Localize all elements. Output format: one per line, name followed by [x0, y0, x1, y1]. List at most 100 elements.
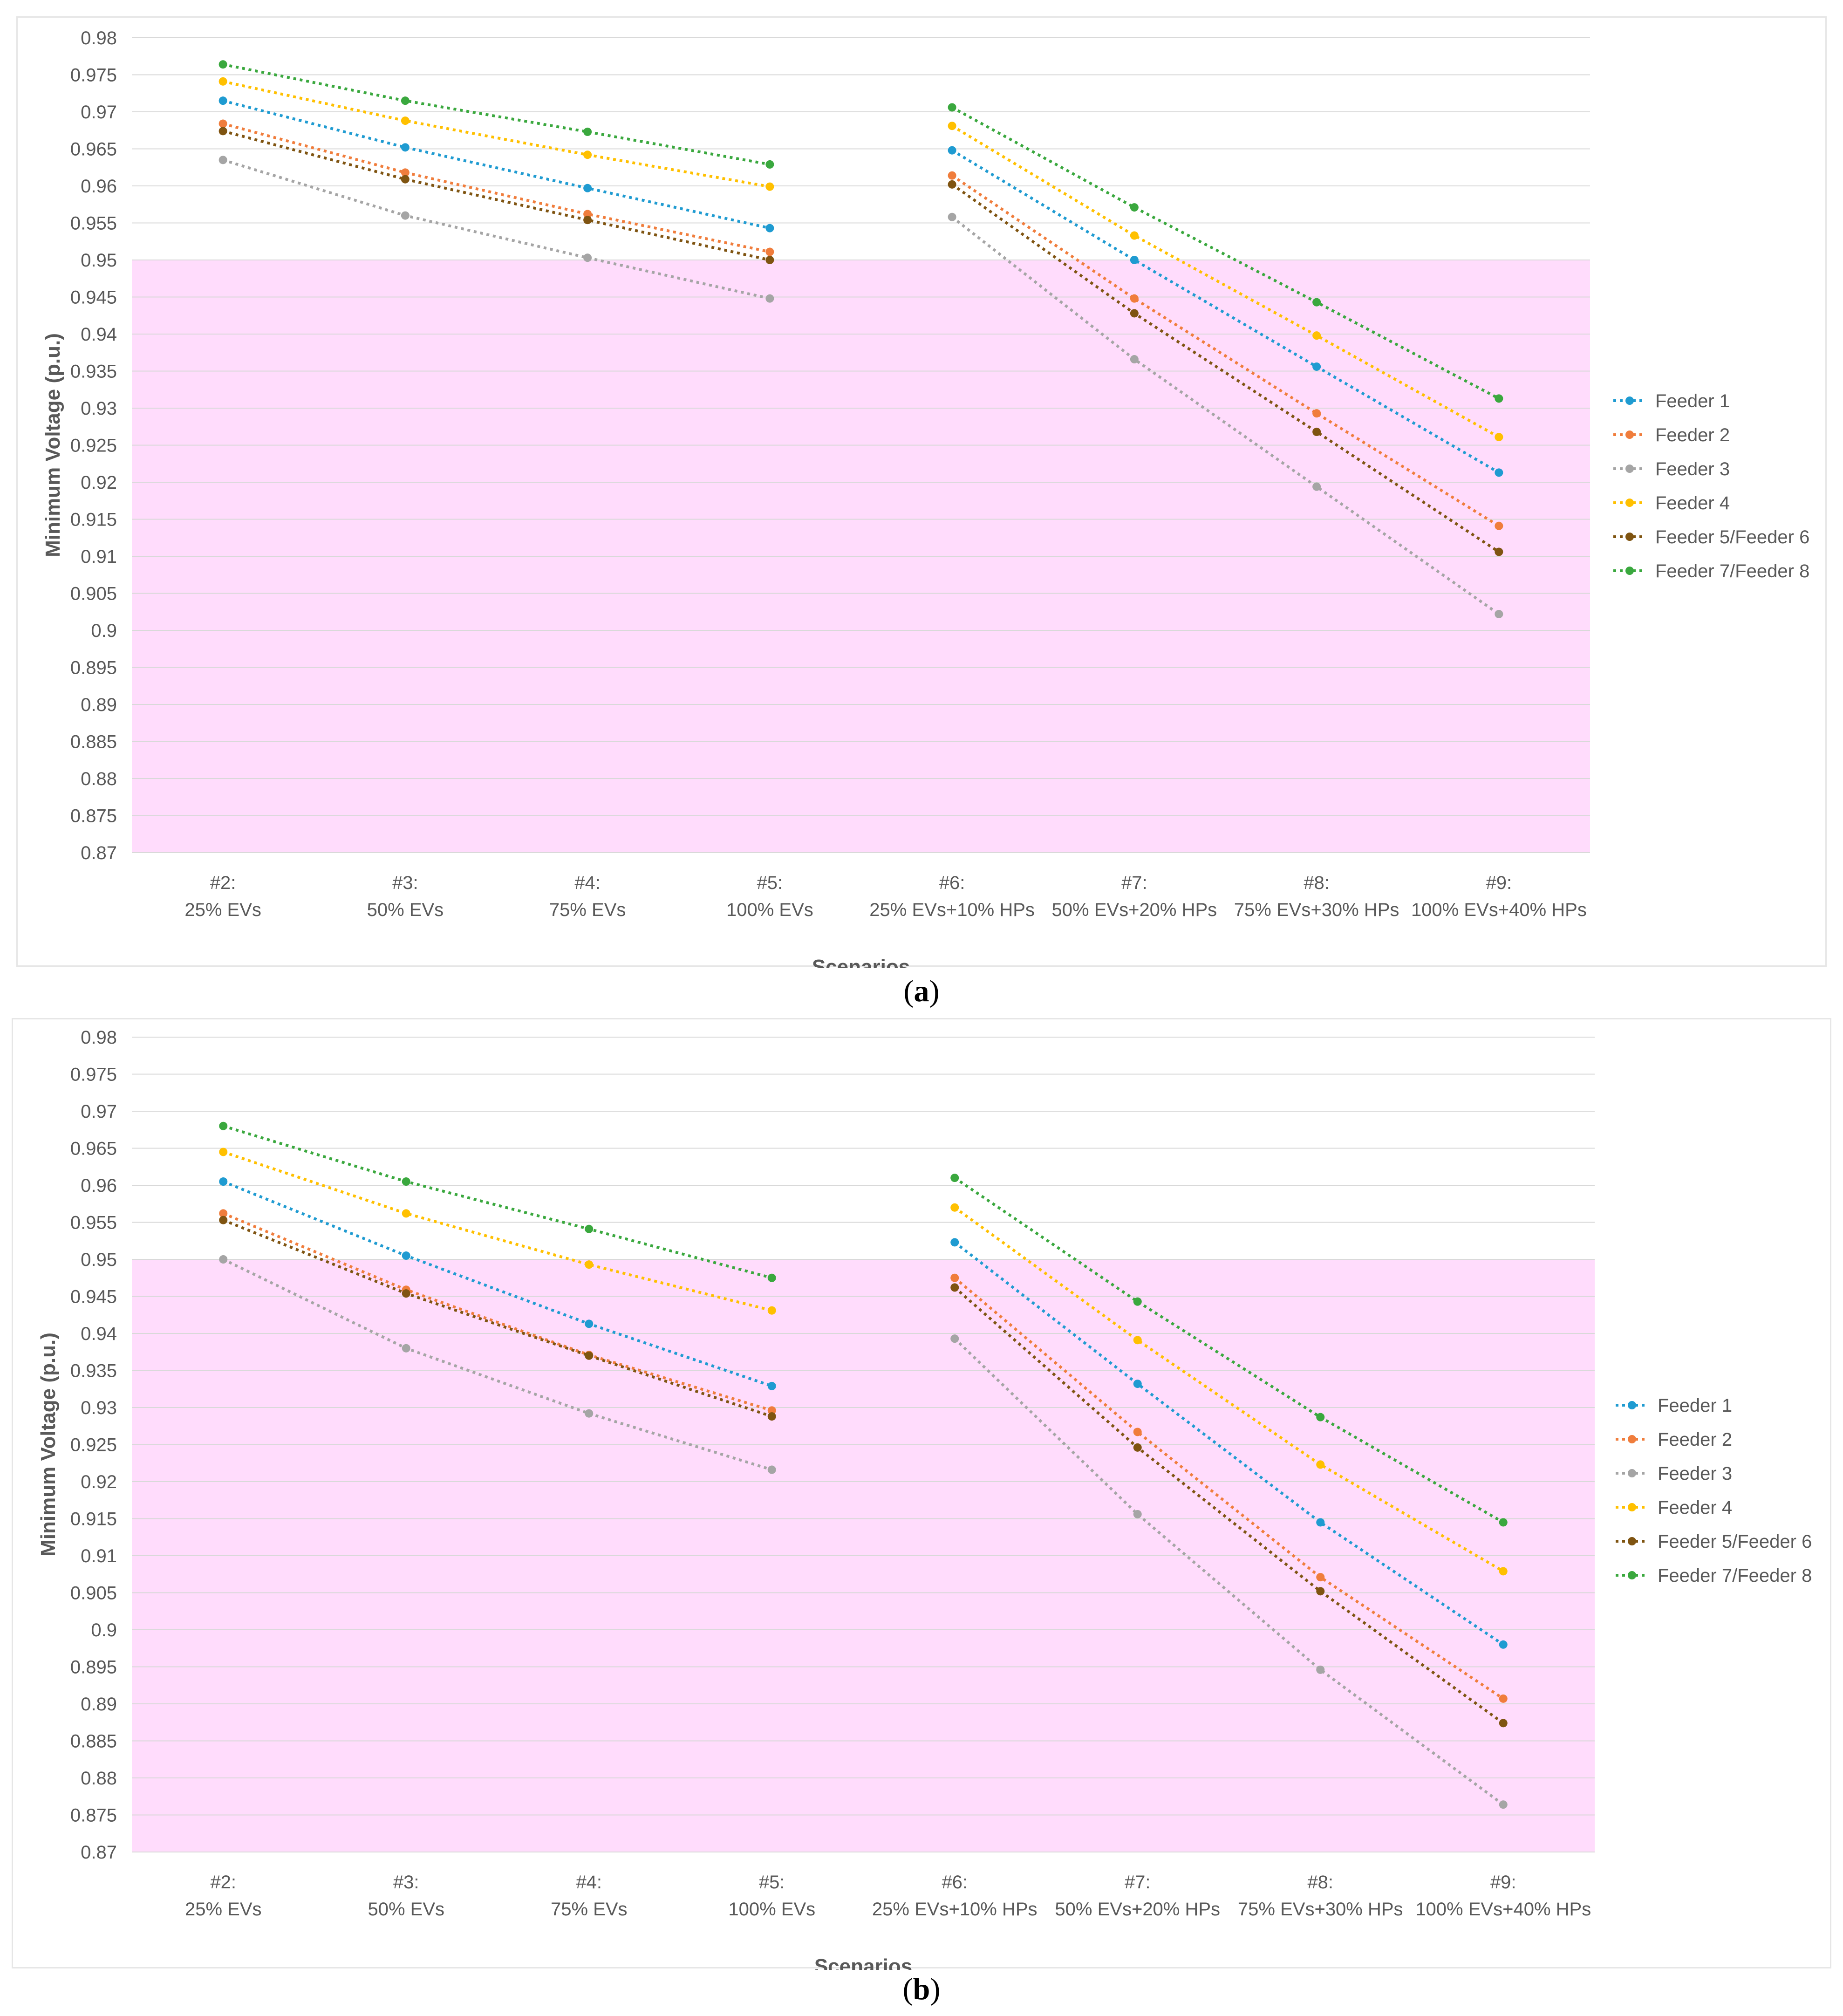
data-point: [583, 150, 592, 159]
data-point: [948, 146, 956, 155]
y-tick-label: 0.91: [81, 547, 117, 567]
x-tick-label: 100% EVs+40% HPs: [1411, 900, 1587, 920]
data-point: [218, 96, 227, 105]
caption-a: (a): [828, 974, 1015, 1009]
data-point: [1499, 1518, 1508, 1527]
caption-b-letter: b: [913, 1972, 930, 2006]
x-tick-label: 25% EVs+10% HPs: [869, 900, 1035, 920]
data-point: [1495, 394, 1503, 403]
legend-swatch-marker: [1628, 1571, 1636, 1579]
legend-swatch-marker: [1625, 533, 1634, 541]
y-tick-label: 0.875: [70, 806, 117, 827]
legend-label: Feeder 7/Feeder 8: [1655, 561, 1809, 581]
data-point: [1499, 1640, 1508, 1649]
x-tick-label: #5:: [759, 1872, 785, 1893]
x-tick-label: #8:: [1307, 1872, 1333, 1893]
series-line: [223, 1218, 772, 1418]
data-point: [950, 1334, 959, 1343]
series-line: [951, 183, 1500, 553]
caption-a-close: ): [929, 974, 940, 1008]
series-line: [223, 1212, 772, 1412]
series-line: [222, 99, 771, 230]
x-tick-label: #2:: [210, 873, 236, 893]
x-tick-label: 75% EVs+30% HPs: [1234, 900, 1399, 920]
data-point: [767, 1306, 776, 1315]
y-tick-label: 0.89: [81, 695, 117, 715]
data-point: [219, 1209, 228, 1218]
data-point: [218, 127, 227, 136]
data-point: [402, 1177, 410, 1186]
data-point: [1499, 1694, 1508, 1703]
data-point: [765, 247, 774, 256]
x-tick-label: 100% EVs: [726, 900, 813, 920]
caption-a-open: (: [903, 974, 914, 1008]
y-tick-label: 0.87: [81, 1842, 117, 1863]
data-point: [1499, 1719, 1508, 1728]
y-tick-label: 0.95: [81, 1250, 117, 1270]
series-line: [222, 158, 771, 300]
data-point: [402, 1289, 410, 1298]
x-tick-label: 25% EVs: [184, 900, 261, 920]
y-tick-label: 0.915: [70, 510, 117, 530]
y-tick-label: 0.965: [70, 1139, 117, 1159]
data-point: [585, 1351, 594, 1360]
data-point: [1133, 1380, 1142, 1388]
y-tick-label: 0.885: [70, 732, 117, 752]
series-line: [222, 130, 771, 261]
data-point: [219, 1216, 228, 1224]
data-point: [948, 122, 956, 130]
legend-swatch-marker: [1628, 1469, 1636, 1477]
series-line: [223, 1180, 772, 1387]
y-tick-label: 0.965: [70, 139, 117, 160]
legend-label: Feeder 7/Feeder 8: [1658, 1565, 1812, 1586]
data-point: [950, 1238, 959, 1247]
legend-swatch-marker: [1628, 1401, 1636, 1409]
data-point: [765, 182, 774, 191]
data-point: [1312, 482, 1321, 491]
series-line: [951, 174, 1500, 527]
y-tick-label: 0.97: [81, 102, 117, 123]
data-point: [1130, 355, 1139, 364]
legend-swatch-marker: [1628, 1435, 1636, 1443]
y-tick-label: 0.9: [91, 1620, 117, 1640]
y-tick-label: 0.98: [81, 28, 117, 48]
data-point: [1130, 231, 1139, 240]
series-line: [954, 1206, 1504, 1572]
series-line: [951, 106, 1500, 400]
y-tick-label: 0.94: [81, 1324, 117, 1344]
legend-label: Feeder 3: [1655, 459, 1730, 479]
x-tick-label: 25% EVs+10% HPs: [872, 1899, 1038, 1920]
x-tick-label: 75% EVs: [551, 1899, 628, 1920]
data-point: [765, 294, 774, 303]
y-tick-label: 0.905: [70, 584, 117, 604]
data-point: [767, 1465, 776, 1474]
chart-b-svg: 0.87 0.875 0.88 0.885 0.89 0.895 0.9 0.905 0.91 0…: [37, 1027, 1812, 1970]
data-point: [219, 1121, 228, 1130]
data-point: [767, 1412, 776, 1421]
y-tick-label: 0.89: [81, 1694, 117, 1715]
y-tick-label: 0.87: [81, 843, 117, 863]
data-point: [1495, 433, 1503, 442]
data-point: [948, 180, 956, 189]
series-line: [954, 1286, 1504, 1724]
x-axis-title: Scenarios: [814, 1955, 912, 1970]
data-point: [401, 168, 410, 177]
data-point: [1312, 298, 1321, 307]
y-tick-label: 0.925: [70, 436, 117, 456]
series-line: [223, 1124, 772, 1279]
data-point: [765, 224, 774, 232]
data-point: [950, 1283, 959, 1292]
chart-panel-a: 0.87 0.875 0.88 0.885 0.89 0.895 0.9 0.905 0.91 0…: [16, 16, 1827, 968]
legend-label: Feeder 1: [1658, 1395, 1732, 1416]
y-tick-label: 0.885: [70, 1731, 117, 1752]
chart-a-svg: 0.87 0.875 0.88 0.885 0.89 0.895 0.9 0.905 0.91 0…: [41, 28, 1809, 968]
y-tick-label: 0.88: [81, 769, 117, 789]
x-tick-label: #9:: [1490, 1872, 1516, 1893]
legend-swatch-marker: [1625, 567, 1634, 575]
data-point: [401, 116, 410, 125]
y-tick-label: 0.945: [70, 287, 117, 308]
legend-label: Feeder 5/Feeder 6: [1658, 1531, 1812, 1552]
data-point: [1495, 521, 1503, 530]
legend-label: Feeder 2: [1655, 425, 1730, 445]
y-tick-label: 0.895: [70, 658, 117, 678]
